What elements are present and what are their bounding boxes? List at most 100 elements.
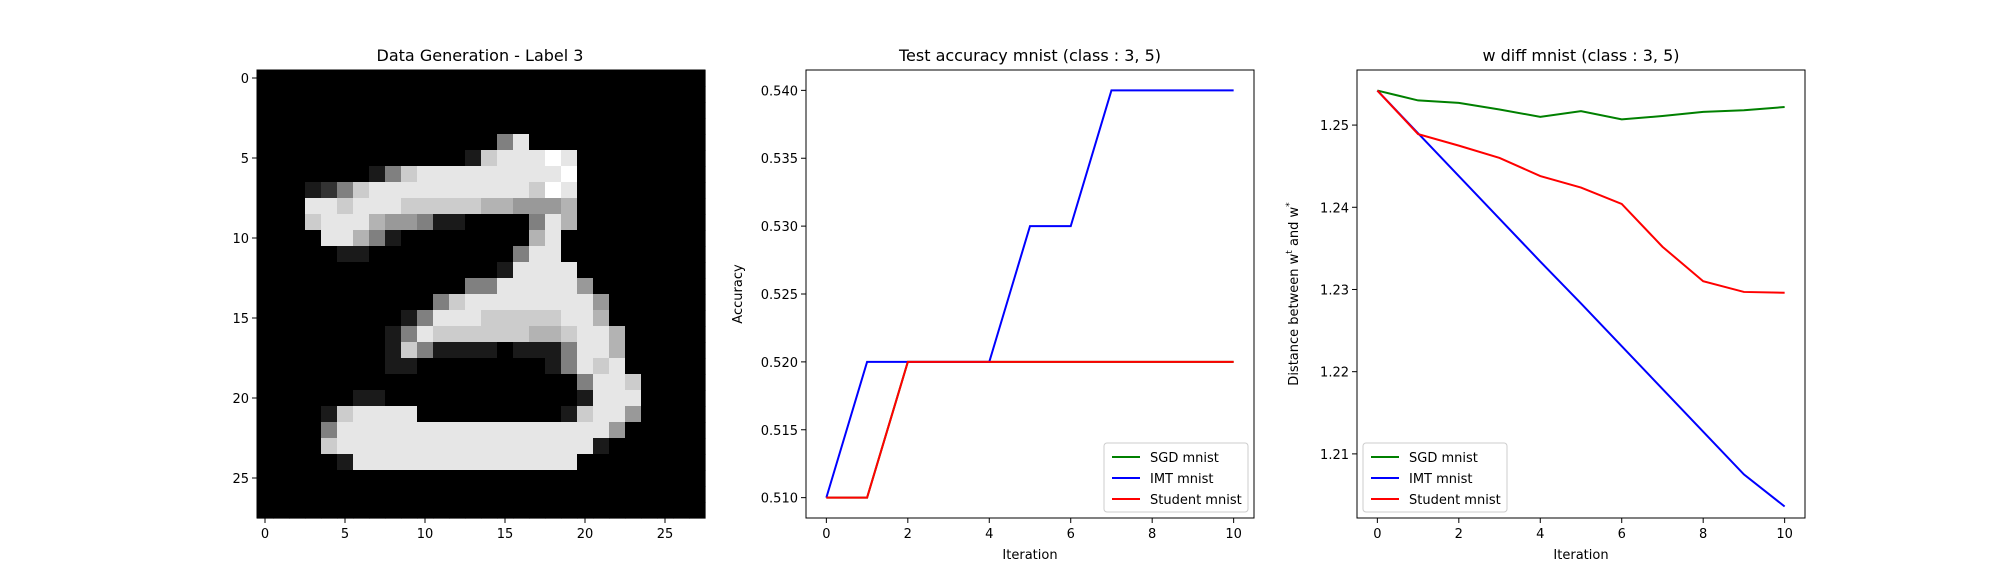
pixel-cell — [465, 326, 482, 343]
pixel-cell — [305, 214, 322, 231]
pixel-cell — [369, 390, 386, 407]
pixel-cell — [673, 278, 690, 295]
pixel-cell — [353, 230, 370, 247]
pixel-cell — [449, 422, 466, 439]
pixel-cell — [561, 86, 578, 103]
pixel-cell — [385, 230, 402, 247]
pixel-cell — [289, 502, 306, 519]
pixel-cell — [289, 102, 306, 119]
pixel-cell — [465, 374, 482, 391]
pixel-cell — [609, 406, 626, 423]
pixel-cell — [625, 358, 642, 375]
pixel-cell — [593, 342, 610, 359]
pixel-cell — [353, 390, 370, 407]
pixel-cell — [465, 118, 482, 135]
pixel-cell — [689, 358, 706, 375]
pixel-cell — [321, 406, 338, 423]
pixel-cell — [449, 214, 466, 231]
pixel-cell — [273, 86, 290, 103]
pixel-cell — [529, 438, 546, 455]
pixel-cell — [465, 150, 482, 167]
pixel-cell — [609, 230, 626, 247]
pixel-cell — [609, 342, 626, 359]
pixel-cell — [657, 406, 674, 423]
pixel-cell — [497, 134, 514, 151]
pixel-cell — [577, 182, 594, 199]
pixel-cell — [369, 374, 386, 391]
pixel-cell — [689, 198, 706, 215]
pixel-cell — [369, 246, 386, 263]
pixel-cell — [433, 502, 450, 519]
pixel-cell — [433, 230, 450, 247]
pixel-cell — [689, 278, 706, 295]
x-tick-label: 10 — [417, 527, 434, 542]
pixel-cell — [593, 422, 610, 439]
pixel-cell — [561, 246, 578, 263]
pixel-cell — [673, 198, 690, 215]
pixel-cell — [545, 86, 562, 103]
pixel-cell — [545, 278, 562, 295]
pixel-cell — [481, 118, 498, 135]
pixel-cell — [289, 470, 306, 487]
pixel-cell — [673, 294, 690, 311]
pixel-cell — [257, 262, 274, 279]
pixel-cell — [401, 182, 418, 199]
pixel-cell — [673, 390, 690, 407]
pixel-cell — [689, 294, 706, 311]
pixel-cell — [385, 342, 402, 359]
pixel-cell — [273, 230, 290, 247]
pixel-cell — [481, 438, 498, 455]
pixel-cell — [353, 262, 370, 279]
pixel-cell — [465, 86, 482, 103]
pixel-cell — [513, 486, 530, 503]
pixel-cell — [273, 454, 290, 471]
pixel-cell — [369, 182, 386, 199]
pixel-cell — [417, 230, 434, 247]
pixel-cell — [577, 278, 594, 295]
pixel-cell — [481, 230, 498, 247]
pixel-cell — [321, 166, 338, 183]
pixel-cell — [337, 390, 354, 407]
pixel-cell — [353, 502, 370, 519]
pixel-cell — [273, 390, 290, 407]
pixel-cell — [657, 326, 674, 343]
pixel-cell — [641, 470, 658, 487]
pixel-cell — [689, 454, 706, 471]
pixel-cell — [545, 326, 562, 343]
pixel-cell — [625, 182, 642, 199]
pixel-cell — [321, 294, 338, 311]
pixel-cell — [497, 86, 514, 103]
pixel-cell — [593, 470, 610, 487]
pixel-cell — [353, 358, 370, 375]
pixel-cell — [385, 150, 402, 167]
pixel-cell — [337, 182, 354, 199]
pixel-cell — [369, 230, 386, 247]
pixel-cell — [337, 166, 354, 183]
pixel-cell — [481, 470, 498, 487]
pixel-cell — [625, 390, 642, 407]
pixel-cell — [257, 486, 274, 503]
pixel-cell — [561, 390, 578, 407]
pixel-cell — [577, 326, 594, 343]
pixel-cell — [289, 358, 306, 375]
pixel-cell — [369, 326, 386, 343]
pixel-cell — [545, 102, 562, 119]
pixel-cell — [593, 278, 610, 295]
pixel-cell — [353, 214, 370, 231]
pixel-cell — [513, 358, 530, 375]
pixel-cell — [673, 470, 690, 487]
pixel-cell — [609, 182, 626, 199]
pixel-cell — [257, 454, 274, 471]
pixel-cell — [497, 326, 514, 343]
pixel-cell — [641, 406, 658, 423]
legend-label: SGD mnist — [1409, 451, 1478, 466]
x-tick-label: 6 — [1618, 527, 1626, 542]
pixel-cell — [385, 262, 402, 279]
pixel-cell — [385, 454, 402, 471]
pixel-cell — [305, 166, 322, 183]
pixel-cell — [625, 86, 642, 103]
pixel-cell — [529, 198, 546, 215]
pixel-cell — [529, 214, 546, 231]
pixel-cell — [401, 150, 418, 167]
pixel-cell — [305, 502, 322, 519]
